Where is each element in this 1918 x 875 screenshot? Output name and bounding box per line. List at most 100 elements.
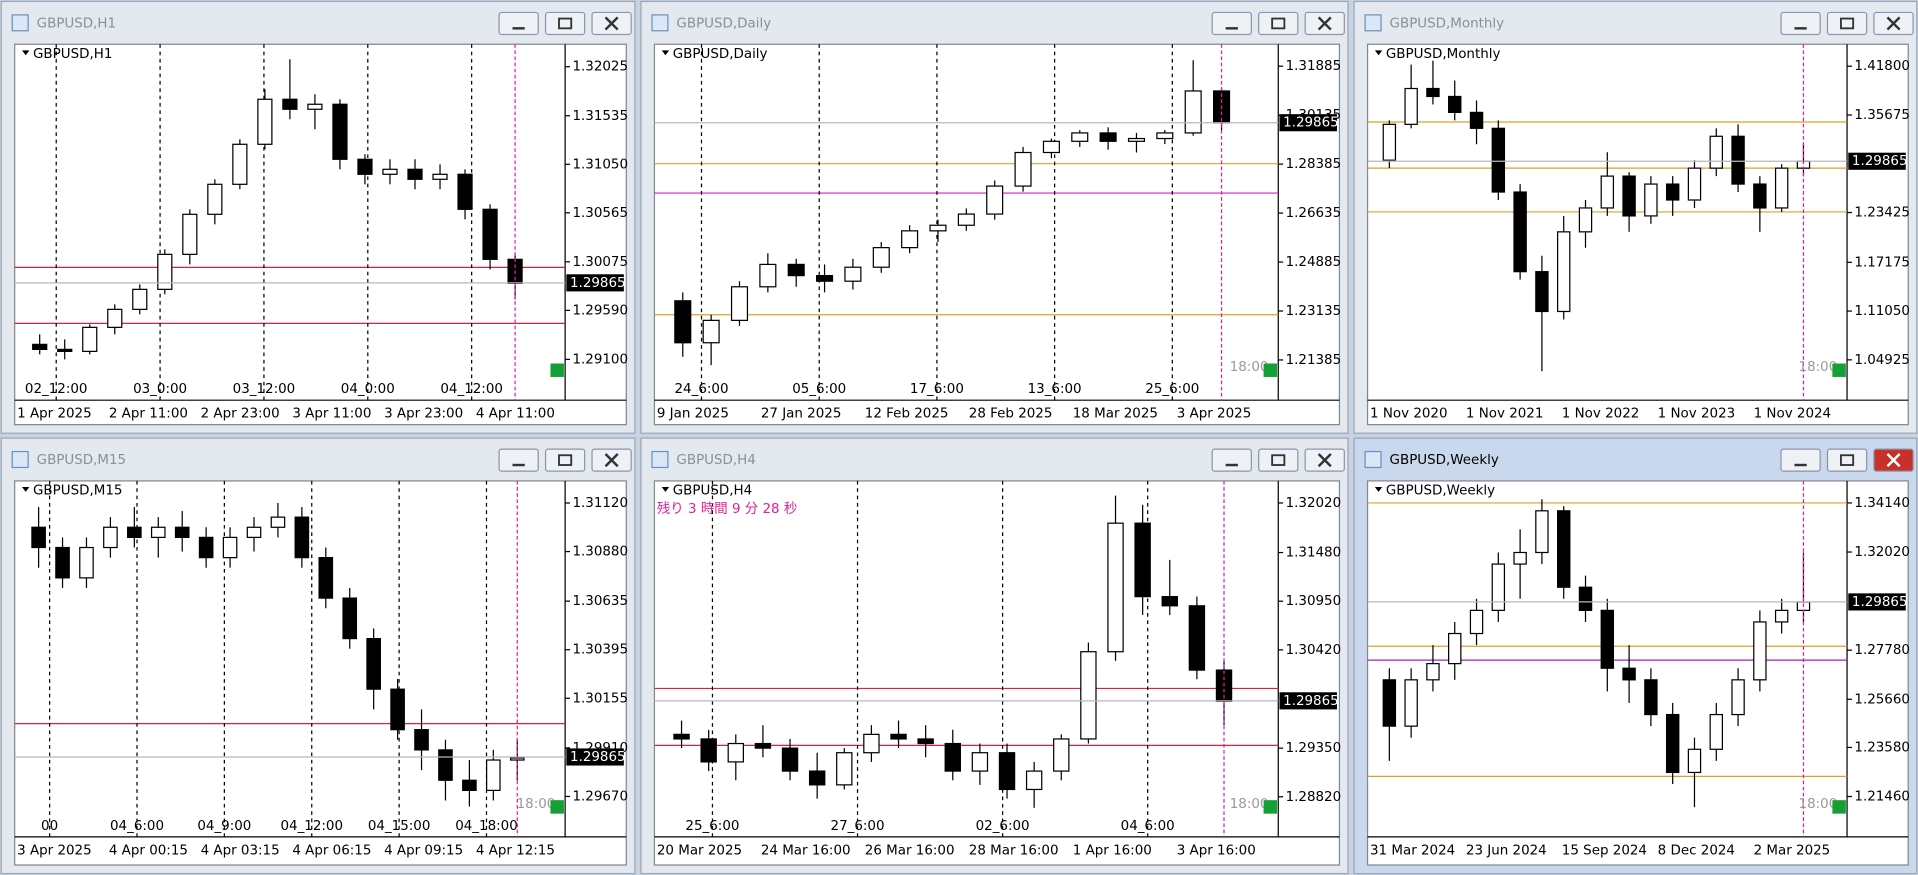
window-minimize-button[interactable] <box>1780 11 1821 36</box>
y-tick-label: 1.29100 <box>572 352 628 367</box>
bar-countdown: 18:00 <box>1799 797 1838 812</box>
y-tick-label: 1.41800 <box>1854 59 1910 74</box>
chart-menu-arrow <box>661 487 670 492</box>
window-maximize-button[interactable] <box>1826 448 1868 472</box>
chart-label: GBPUSD,M15 <box>33 484 122 499</box>
price-box <box>1848 152 1906 170</box>
candle-body <box>863 733 880 754</box>
price-label: 1.29865 <box>1283 116 1339 131</box>
icon <box>558 17 573 30</box>
chart-menu-arrow <box>661 50 670 56</box>
session-label: 25_6:00 <box>685 819 739 834</box>
candle-body <box>357 158 373 175</box>
chart-menu-arrow <box>1374 50 1383 56</box>
price-label: 1.29865 <box>1283 694 1339 709</box>
window-maximize-button[interactable] <box>1258 448 1299 472</box>
window-minimize-button[interactable] <box>498 11 539 36</box>
session-label: 02_12:00 <box>25 382 88 397</box>
chart-area <box>1366 480 1909 866</box>
y-tick-label: 1.23425 <box>1854 206 1910 221</box>
candle-body <box>366 637 381 690</box>
candle-body <box>754 742 772 749</box>
candle-body <box>57 348 73 352</box>
window-maximize-button[interactable] <box>1826 11 1868 36</box>
candle-body <box>1127 137 1146 142</box>
candle-body <box>957 213 975 226</box>
price-label: 1.29865 <box>570 276 626 291</box>
window-title: GBPUSD,H1 <box>37 16 116 31</box>
y-tick-label: 1.34140 <box>1854 496 1910 511</box>
candle-body <box>107 308 123 328</box>
candle-body <box>332 103 348 160</box>
candle-body <box>79 546 94 579</box>
candle-body <box>1578 207 1593 233</box>
candle-body <box>294 516 310 559</box>
price-box <box>1848 593 1906 611</box>
candle-body <box>1448 95 1462 114</box>
candle-body <box>917 738 934 745</box>
candle-body <box>222 536 238 559</box>
y-tick-label: 1.31120 <box>572 496 628 511</box>
window-minimize-button[interactable] <box>498 448 539 472</box>
date-label: 4 Apr 12:15 <box>476 843 555 858</box>
date-label: 2 Apr 23:00 <box>201 407 280 422</box>
candle-body <box>31 526 46 549</box>
icon <box>1271 454 1286 466</box>
window-maximize-button[interactable] <box>544 11 586 36</box>
window-maximize-button[interactable] <box>1258 11 1299 36</box>
y-tick-label: 1.29590 <box>572 303 628 318</box>
window-icon <box>1364 450 1382 469</box>
candle-body <box>1188 605 1206 671</box>
date-label: 20 Mar 2025 <box>657 843 742 858</box>
candle-body <box>1556 231 1571 313</box>
session-label: 13_6:00 <box>1028 382 1082 397</box>
window-minimize-button[interactable] <box>1211 448 1252 472</box>
session-label: 27_6:00 <box>831 819 885 834</box>
candle-body <box>82 326 98 352</box>
session-label: 04_6:00 <box>110 819 164 834</box>
candle-body <box>1053 738 1070 772</box>
price-label: 1.29865 <box>1852 595 1908 610</box>
candle-body <box>1513 551 1527 565</box>
candle-body <box>730 286 749 321</box>
candle-body <box>207 183 223 215</box>
candle-body <box>1774 167 1789 209</box>
bar-timer: 残り 3 時間 9 分 28 秒 <box>657 501 797 517</box>
window-minimize-button[interactable] <box>1211 11 1252 36</box>
candle-body <box>674 300 692 344</box>
candle-body <box>257 98 273 145</box>
window-minimize-button[interactable] <box>1780 448 1821 472</box>
bar-countdown: 18:00 <box>517 797 556 812</box>
price-label: 1.29865 <box>1852 154 1908 169</box>
session-label: 17_6:00 <box>910 382 964 397</box>
chart-menu-arrow <box>22 50 30 56</box>
y-tick-label: 1.23135 <box>1286 304 1342 319</box>
candle-body <box>844 266 862 282</box>
y-tick-label: 1.26635 <box>1286 206 1342 221</box>
icon <box>1317 16 1332 31</box>
y-tick-label: 1.32020 <box>1854 545 1910 560</box>
session-label: 04_0:00 <box>341 382 395 397</box>
candle-body <box>759 263 777 288</box>
chart-area <box>14 43 627 426</box>
session-label: 03_0:00 <box>133 382 187 397</box>
icon <box>1840 454 1855 466</box>
y-tick-label: 1.35675 <box>1854 108 1910 123</box>
candle-body <box>486 759 501 791</box>
candle-body <box>390 688 405 731</box>
y-tick-label: 1.30075 <box>572 255 628 270</box>
candle-body <box>127 526 142 539</box>
candle-body <box>1156 132 1174 140</box>
date-label: 31 Mar 2024 <box>1370 843 1455 858</box>
window-maximize-button[interactable] <box>544 448 586 472</box>
date-label: 4 Apr 09:15 <box>384 843 463 858</box>
candle-body <box>1134 522 1151 598</box>
date-label: 1 Nov 2021 <box>1466 407 1544 422</box>
candle-body <box>836 752 853 786</box>
date-label: 12 Feb 2025 <box>865 407 949 422</box>
candle-body <box>1491 563 1506 611</box>
candle-body <box>1556 510 1571 588</box>
candle-body <box>1042 140 1060 154</box>
date-label: 3 Apr 16:00 <box>1177 843 1256 858</box>
